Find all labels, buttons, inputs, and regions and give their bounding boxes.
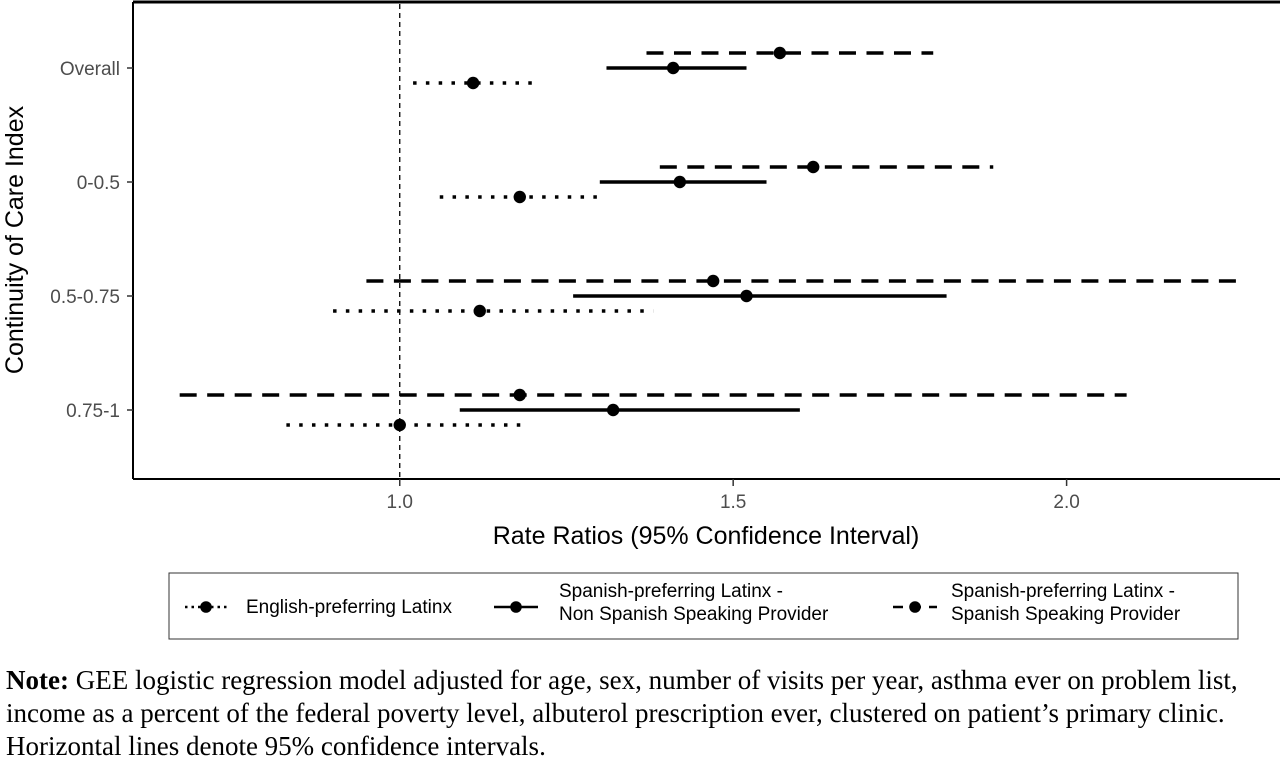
y-tick-label: 0-0.5 [77, 173, 120, 194]
point-estimate-dashed [513, 388, 526, 402]
legend-key-point-solid [510, 601, 522, 613]
legend-key-point-dotted [200, 601, 212, 613]
forest-plot: Overall 0-0.5 0.5-0.75 0.75-1 1.0 1.5 2.0 Con… [1, 0, 1280, 640]
point-estimate-solid [606, 403, 620, 417]
point-estimate-dotted [466, 76, 480, 90]
y-axis-title: Continuity of Care Index [1, 105, 29, 374]
legend-label: Spanish-preferring Latinx - [951, 581, 1175, 602]
point-estimate-solid [673, 175, 687, 189]
point-estimate-dotted [473, 304, 486, 318]
note-text: GEE logistic regression model adjusted f… [6, 665, 1238, 761]
point-estimate-dashed [806, 160, 820, 174]
point-estimate-dashed [773, 46, 787, 60]
x-tick-label: 2.0 [1053, 492, 1079, 513]
point-estimate-dashed [706, 274, 720, 288]
x-tick-label: 1.5 [720, 492, 746, 513]
point-estimate-dotted [393, 418, 406, 432]
legend-label: Non Spanish Speaking Provider [559, 604, 829, 625]
point-estimate-solid [666, 61, 680, 75]
note-label: Note: [6, 665, 69, 695]
note-paragraph: Note: GEE logistic regression model adju… [6, 664, 1274, 763]
y-tick-label: 0.75-1 [66, 401, 120, 422]
legend-label: Spanish Speaking Provider [951, 604, 1181, 625]
y-tick-label: 0.5-0.75 [50, 287, 120, 308]
legend-label: English-preferring Latinx [246, 597, 452, 618]
legend-key-point-dashed [909, 601, 921, 613]
legend-label: Spanish-preferring Latinx - [559, 581, 783, 602]
x-tick-label: 1.0 [387, 492, 413, 513]
point-estimate-solid [740, 289, 753, 303]
point-estimate-dotted [513, 190, 526, 204]
legend-box [168, 572, 1239, 640]
y-tick-label: Overall [60, 59, 120, 80]
x-axis-title: Rate Ratios (95% Confidence Interval) [493, 522, 920, 550]
legend: English-preferring Latinx Spanish-preferr… [185, 581, 1181, 625]
